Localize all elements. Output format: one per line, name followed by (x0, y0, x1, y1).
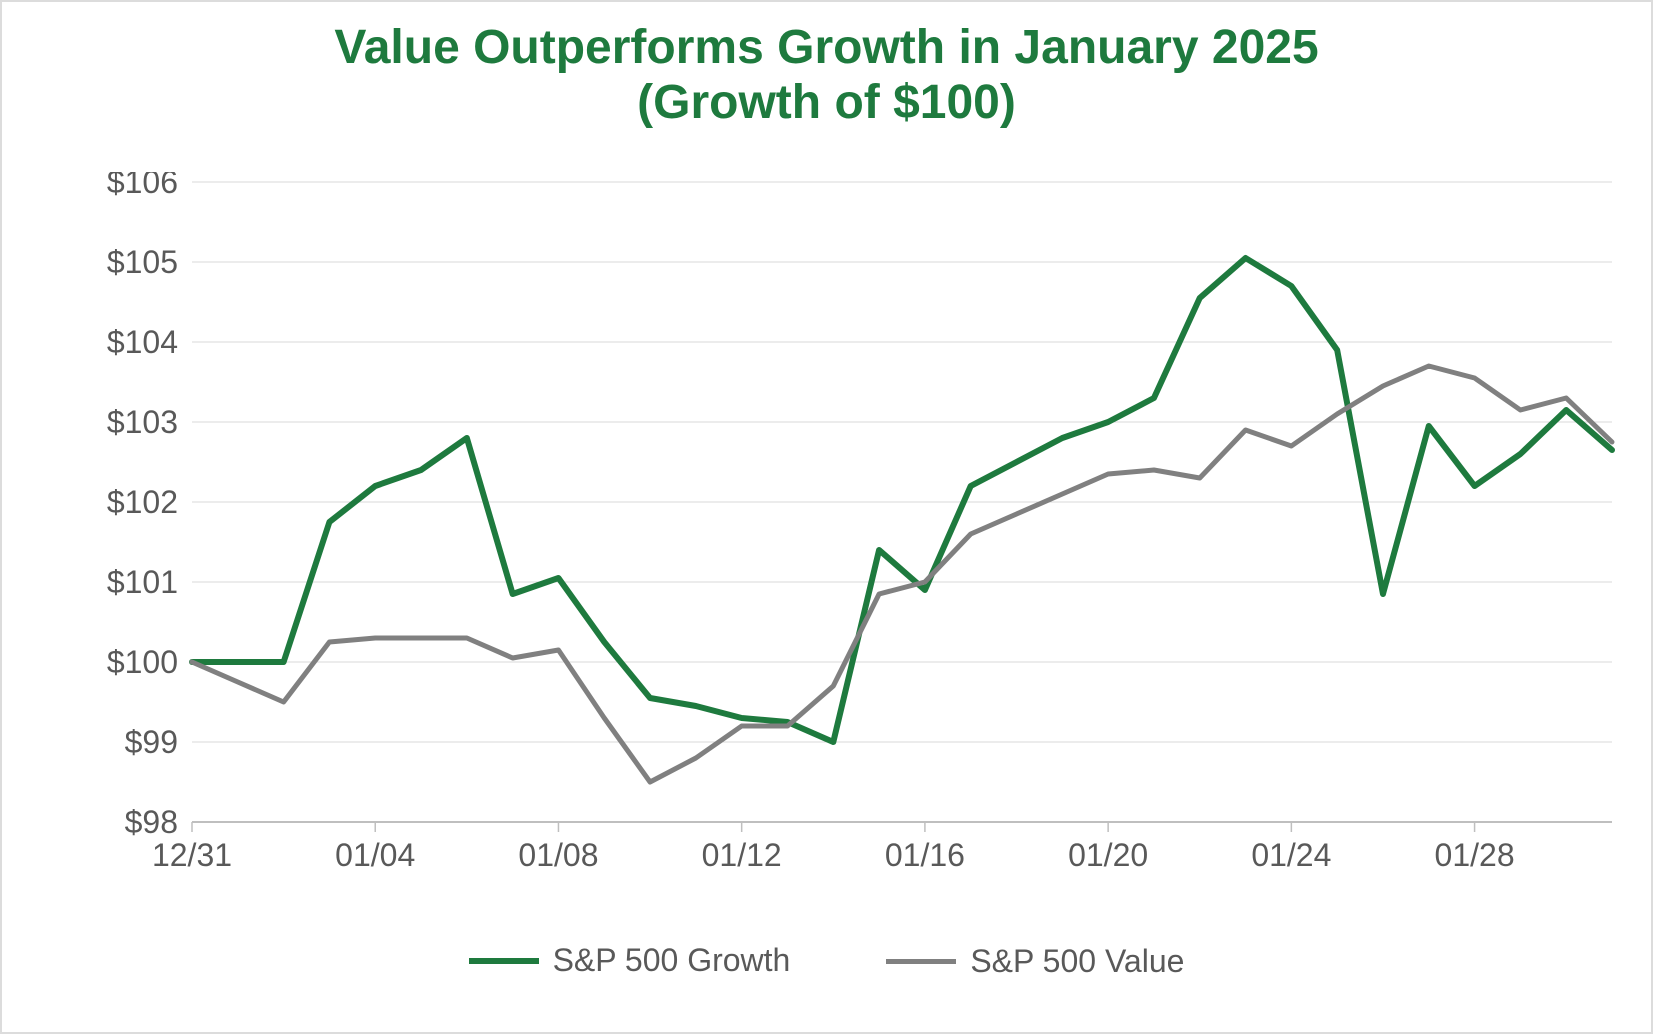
x-tick-label: 01/20 (1068, 837, 1148, 873)
chart-title: Value Outperforms Growth in January 2025… (2, 20, 1651, 130)
y-tick-label: $98 (125, 804, 178, 840)
series-line (192, 366, 1612, 782)
plot-svg: $98 $99 $100 $101 $102 $103 $104 $105 $106 12/31 0… (72, 172, 1632, 892)
y-tick-label: $106 (107, 172, 178, 200)
x-tick-label: 01/08 (518, 837, 598, 873)
legend-swatch (886, 959, 956, 964)
legend-label: S&P 500 Growth (553, 942, 791, 979)
legend-swatch (469, 958, 539, 964)
series-line (192, 258, 1612, 742)
x-tick-label: 01/24 (1251, 837, 1331, 873)
plot-area: $98$99$100$101$102$103$104$105$10612/310… (192, 182, 1612, 822)
y-tick-label: $102 (107, 484, 178, 520)
x-tick-label: 12/31 (152, 837, 232, 873)
chart-title-line2: (Growth of $100) (637, 76, 1016, 129)
y-tick-label: $100 (107, 644, 178, 680)
chart-title-line1: Value Outperforms Growth in January 2025 (334, 21, 1318, 74)
chart-container: Value Outperforms Growth in January 2025… (0, 0, 1653, 1034)
x-tick-label: 01/04 (335, 837, 415, 873)
legend-item: S&P 500 Growth (469, 942, 791, 979)
y-tick-label: $101 (107, 564, 178, 600)
legend: S&P 500 Growth S&P 500 Value (2, 942, 1651, 980)
x-tick-label: 01/28 (1435, 837, 1515, 873)
y-tick-label: $105 (107, 244, 178, 280)
y-tick-label: $103 (107, 404, 178, 440)
legend-item: S&P 500 Value (886, 943, 1184, 980)
legend-label: S&P 500 Value (970, 943, 1184, 980)
x-tick-label: 01/12 (702, 837, 782, 873)
x-tick-label: 01/16 (885, 837, 965, 873)
y-tick-label: $99 (125, 724, 178, 760)
y-tick-label: $104 (107, 324, 178, 360)
